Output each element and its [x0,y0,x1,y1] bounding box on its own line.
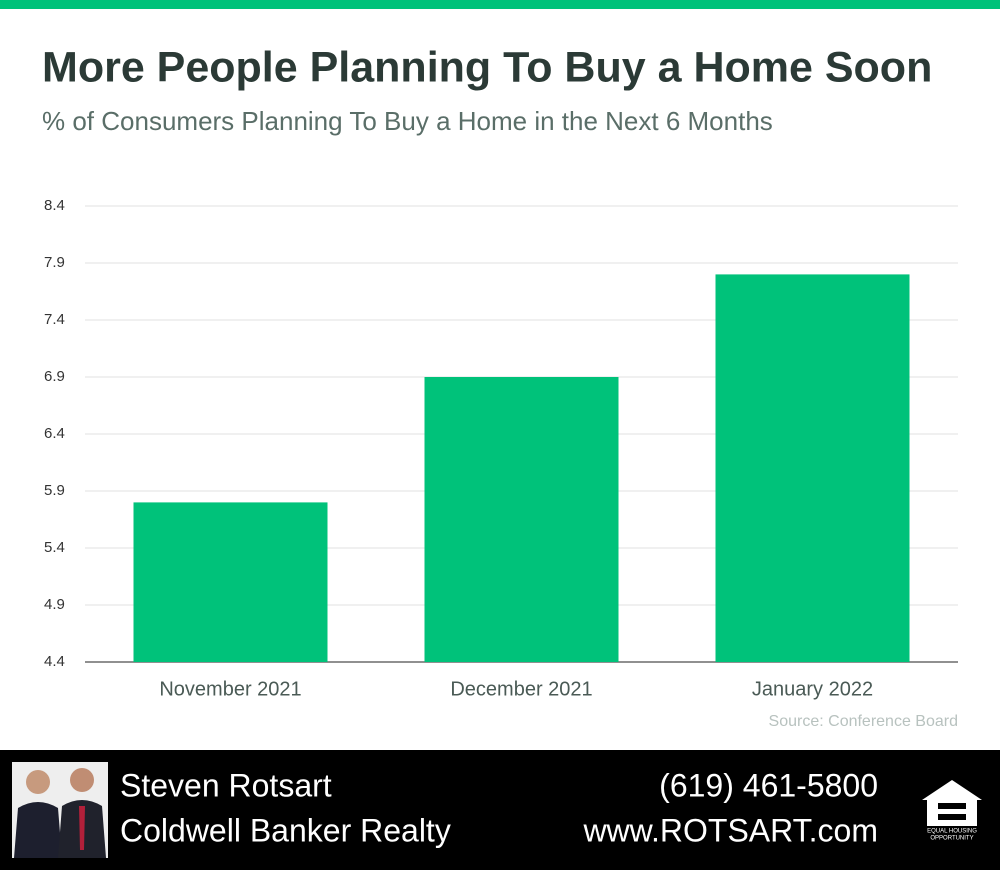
phone: (619) 461-5800 [659,767,878,803]
logo-text: OPPORTUNITY [930,836,973,842]
bar [424,377,619,662]
y-tick-label: 6.9 [44,368,65,385]
source: Source: Conference Board [769,713,958,730]
x-tick-label: January 2022 [752,678,873,700]
top-band [0,0,1000,9]
website: www.ROTSART.com [582,812,878,848]
chart-title: More People Planning To Buy a Home Soon [42,43,932,91]
chart-subtitle: % of Consumers Planning To Buy a Home in… [42,106,773,136]
footer [0,750,1000,870]
agent-name: Steven Rotsart [120,767,332,803]
bar [715,274,910,662]
y-tick-label: 4.9 [44,596,65,613]
y-tick-label: 7.4 [44,311,65,328]
bar [133,502,328,662]
y-tick-label: 4.4 [44,653,65,670]
y-tick-label: 6.4 [44,425,65,442]
y-tick-label: 5.4 [44,539,65,556]
y-tick-label: 5.9 [44,482,65,499]
logo-text: EQUAL HOUSING [927,829,977,835]
company: Coldwell Banker Realty [120,812,451,848]
y-tick-label: 7.9 [44,254,65,271]
x-tick-label: December 2021 [450,678,592,700]
agent-photo [12,762,108,858]
x-tick-label: November 2021 [159,678,301,700]
equal-housing-logo: EQUAL HOUSING OPPORTUNITY [922,780,982,842]
y-tick-label: 8.4 [44,197,65,214]
